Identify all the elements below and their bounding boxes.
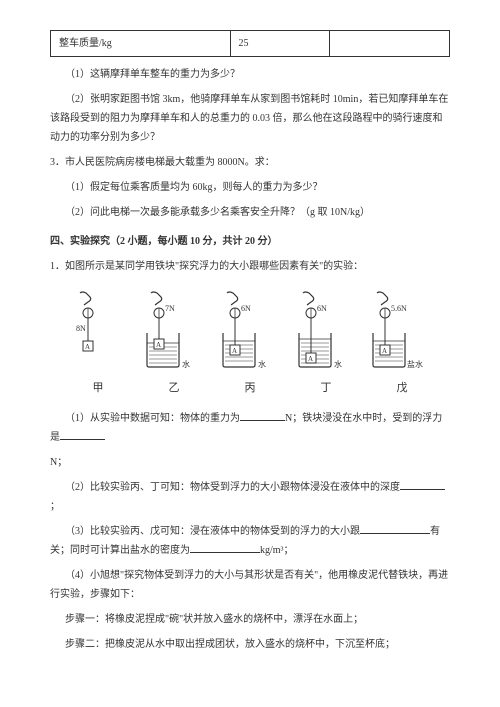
section-4-title: 四、实验探究（2 小题，每小题 10 分，共计 20 分） <box>50 232 450 251</box>
svg-text:A: A <box>232 347 237 355</box>
svg-text:水: 水 <box>334 359 342 369</box>
label-ding: 丁 <box>296 378 356 399</box>
cell-empty <box>330 31 450 57</box>
svg-text:5.6N: 5.6N <box>391 304 407 313</box>
blank <box>240 410 285 421</box>
label-yi: 乙 <box>144 378 204 399</box>
setup-ding: 6N A 水 <box>296 291 356 376</box>
setup-jia: 8N A <box>68 291 128 376</box>
spec-table: 整车质量/kg 25 <box>50 30 450 57</box>
blank <box>360 523 430 534</box>
svg-text:6N: 6N <box>241 304 251 313</box>
question-3-2: （2）问此电梯一次最多能承载多少名乘客安全升降？（g 取 10N/kg） <box>50 203 450 222</box>
svg-text:盐水: 盐水 <box>407 359 423 369</box>
svg-text:A: A <box>156 341 161 349</box>
svg-text:6N: 6N <box>317 304 327 313</box>
s4-q1-1: （1）从实验中数据可知：物体的重力为N；铁块浸没在水中时，受到的浮力是 <box>50 409 450 447</box>
step-2: 步骤二：把橡皮泥从水中取出捏成团状，放入盛水的烧杯中，下沉至杯底； <box>50 635 450 654</box>
label-jia: 甲 <box>68 378 128 399</box>
svg-text:8N: 8N <box>76 324 86 333</box>
s4-q1-4: （4）小旭想"探究物体受到浮力的大小与其形状是否有关"，他用橡皮泥代替铁块，再进… <box>50 566 450 604</box>
diagram-labels: 甲 乙 丙 丁 戊 <box>60 378 440 399</box>
table-row: 整车质量/kg 25 <box>51 31 450 57</box>
setup-yi: 7N A 水 <box>144 291 204 376</box>
s4-q1-intro: 1．如图所示是某同学用铁块"探究浮力的大小跟哪些因素有关"的实验： <box>50 257 450 276</box>
cell-label: 整车质量/kg <box>51 31 231 57</box>
svg-text:A: A <box>308 355 313 363</box>
blank <box>60 429 105 440</box>
question-2-1: （1）这辆摩拜单车整车的重力为多少？ <box>50 65 450 84</box>
question-3-1: （1）假定每位乘客质量均为 60kg，则每人的重力为多少？ <box>50 178 450 197</box>
experiment-diagram: 8N A 7N A 水 6N <box>60 286 440 376</box>
blank <box>400 479 445 490</box>
svg-text:7N: 7N <box>165 304 175 313</box>
s4-q1-2: （2）比较实验丙、丁可知：物体受到浮力的大小跟物体浸没在液体中的深度； <box>50 478 450 516</box>
svg-text:水: 水 <box>258 359 266 369</box>
s4-q1-3: （3）比较实验丙、戊可知：浸在液体中的物体受到的浮力的大小跟有关；同时可计算出盐… <box>50 522 450 560</box>
step-1: 步骤一：将橡皮泥捏成"碗"状并放入盛水的烧杯中，漂浮在水面上； <box>50 610 450 629</box>
svg-text:A: A <box>85 343 90 351</box>
s4-q1-1-tail: N； <box>50 453 450 472</box>
blank <box>190 542 260 553</box>
svg-text:水: 水 <box>182 359 190 369</box>
label-wu: 戊 <box>372 378 432 399</box>
svg-text:A: A <box>382 347 387 355</box>
question-3-intro: 3．市人民医院病房楼电梯最大载重为 8000N。求： <box>50 153 450 172</box>
setup-wu: 5.6N A 盐水 <box>372 291 432 376</box>
cell-value: 25 <box>230 31 330 57</box>
label-bing: 丙 <box>220 378 280 399</box>
question-2-2: （2）张明家距图书馆 3km，他骑摩拜单车从家到图书馆耗时 10min，若已知摩… <box>50 90 450 147</box>
setup-bing: 6N A 水 <box>220 291 280 376</box>
